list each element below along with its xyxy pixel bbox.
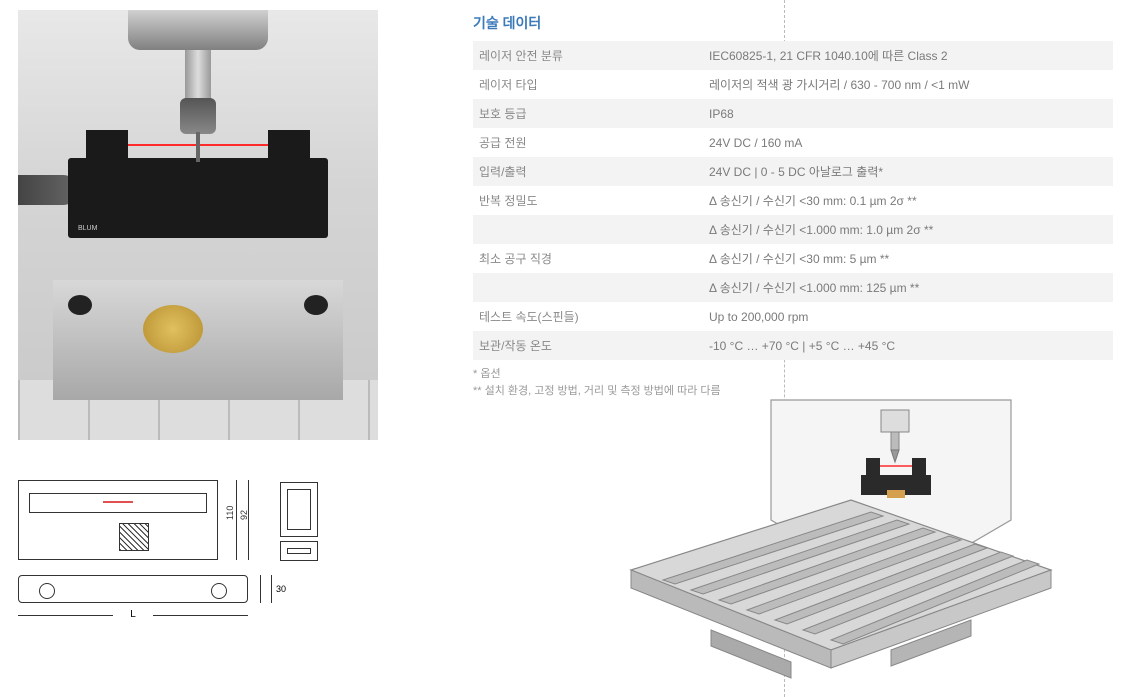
right-column: 기술 데이터 레이저 안전 분류IEC60825-1, 21 CFR 1040.…	[461, 0, 1123, 697]
left-column: BLUM 110 92	[0, 0, 461, 697]
dimension-diagram: 110 92 30 L	[18, 480, 318, 620]
spec-row-label: 테스트 속도(스핀들)	[473, 302, 703, 331]
spec-row-label: 최소 공구 직경	[473, 244, 703, 273]
spec-row-value: 24V DC / 160 mA	[703, 128, 1113, 157]
spec-row: 보관/작동 온도-10 °C … +70 °C | +5 °C … +45 °C	[473, 331, 1113, 360]
photo-sensor-arm-right	[268, 130, 310, 158]
isometric-illustration	[591, 390, 1061, 680]
diagram-length-guide: L	[18, 609, 248, 620]
spec-row-value: Δ 송신기 / 수신기 <1.000 mm: 1.0 µm 2σ **	[703, 215, 1113, 244]
spec-row: Δ 송신기 / 수신기 <1.000 mm: 1.0 µm 2σ **	[473, 215, 1113, 244]
spec-row: 레이저 안전 분류IEC60825-1, 21 CFR 1040.10에 따른 …	[473, 41, 1113, 70]
spec-row-value: 레이저의 적색 광 가시거리 / 630 - 700 nm / <1 mW	[703, 70, 1113, 99]
photo-bolt-hole	[304, 295, 328, 315]
page-root: BLUM 110 92	[0, 0, 1123, 697]
spec-row: 레이저 타입레이저의 적색 광 가시거리 / 630 - 700 nm / <1…	[473, 70, 1113, 99]
diagram-depth-label: 30	[276, 584, 286, 594]
spec-row-value: IEC60825-1, 21 CFR 1040.10에 따른 Class 2	[703, 41, 1113, 70]
photo-bolt-hole	[68, 295, 92, 315]
spec-row-label: 보관/작동 온도	[473, 331, 703, 360]
spec-row: 보호 등급IP68	[473, 99, 1113, 128]
spec-row: 최소 공구 직경Δ 송신기 / 수신기 <30 mm: 5 µm **	[473, 244, 1113, 273]
spec-table: 레이저 안전 분류IEC60825-1, 21 CFR 1040.10에 따른 …	[473, 41, 1113, 360]
spec-row: 공급 전원24V DC / 160 mA	[473, 128, 1113, 157]
photo-spindle-shaft	[185, 50, 211, 100]
diagram-depth-guide: 30	[260, 575, 286, 603]
spec-table-body: 레이저 안전 분류IEC60825-1, 21 CFR 1040.10에 따른 …	[473, 41, 1113, 360]
diagram-height-outer: 110	[225, 506, 235, 520]
diagram-bottom-row: 30	[18, 575, 318, 603]
photo-base-block	[53, 280, 343, 400]
photo-sensor-brand: BLUM	[78, 225, 97, 232]
photo-sensor-arm-left	[86, 130, 128, 158]
spec-row: 테스트 속도(스핀들)Up to 200,000 rpm	[473, 302, 1113, 331]
spec-row-label	[473, 215, 703, 244]
footnote-1: * 옵션	[473, 366, 1113, 383]
photo-spindle	[128, 10, 268, 50]
spec-row-label: 반복 정밀도	[473, 186, 703, 215]
diagram-length-label: L	[130, 609, 136, 620]
iso-svg	[591, 390, 1061, 680]
spec-row-value: -10 °C … +70 °C | +5 °C … +45 °C	[703, 331, 1113, 360]
spec-row-value: IP68	[703, 99, 1113, 128]
diagram-top-row: 110 92	[18, 480, 318, 561]
diagram-top-view	[18, 480, 218, 560]
spec-row-label: 레이저 안전 분류	[473, 41, 703, 70]
product-photo: BLUM	[18, 10, 378, 440]
spec-row: 입력/출력24V DC | 0 - 5 DC 아날로그 출력*	[473, 157, 1113, 186]
spec-row-value: 24V DC | 0 - 5 DC 아날로그 출력*	[703, 157, 1113, 186]
spec-row-label: 레이저 타입	[473, 70, 703, 99]
spec-row-label	[473, 273, 703, 302]
diagram-height-inner: 92	[239, 510, 249, 520]
spec-row-label: 입력/출력	[473, 157, 703, 186]
diagram-front-view	[18, 575, 248, 603]
photo-tool-bit	[196, 132, 200, 162]
spec-row-label: 보호 등급	[473, 99, 703, 128]
photo-sensor-body: BLUM	[68, 158, 328, 238]
spec-row-value: Δ 송신기 / 수신기 <1.000 mm: 125 µm **	[703, 273, 1113, 302]
spec-row: Δ 송신기 / 수신기 <1.000 mm: 125 µm **	[473, 273, 1113, 302]
diagram-height-guides: 110 92	[230, 480, 268, 560]
diagram-hatched-area	[119, 523, 149, 551]
spec-row-label: 공급 전원	[473, 128, 703, 157]
spec-row: 반복 정밀도Δ 송신기 / 수신기 <30 mm: 0.1 µm 2σ **	[473, 186, 1113, 215]
spec-row-value: Up to 200,000 rpm	[703, 302, 1113, 331]
spec-table-title: 기술 데이터	[473, 13, 1113, 33]
diagram-side-view-b	[280, 541, 318, 561]
diagram-laser-line	[103, 501, 133, 503]
spec-row-value: Δ 송신기 / 수신기 <30 mm: 5 µm **	[703, 244, 1113, 273]
diagram-side-view-a	[280, 482, 318, 537]
photo-chuck	[180, 98, 216, 134]
spec-row-value: Δ 송신기 / 수신기 <30 mm: 0.1 µm 2σ **	[703, 186, 1113, 215]
photo-gold-insert	[143, 305, 203, 353]
